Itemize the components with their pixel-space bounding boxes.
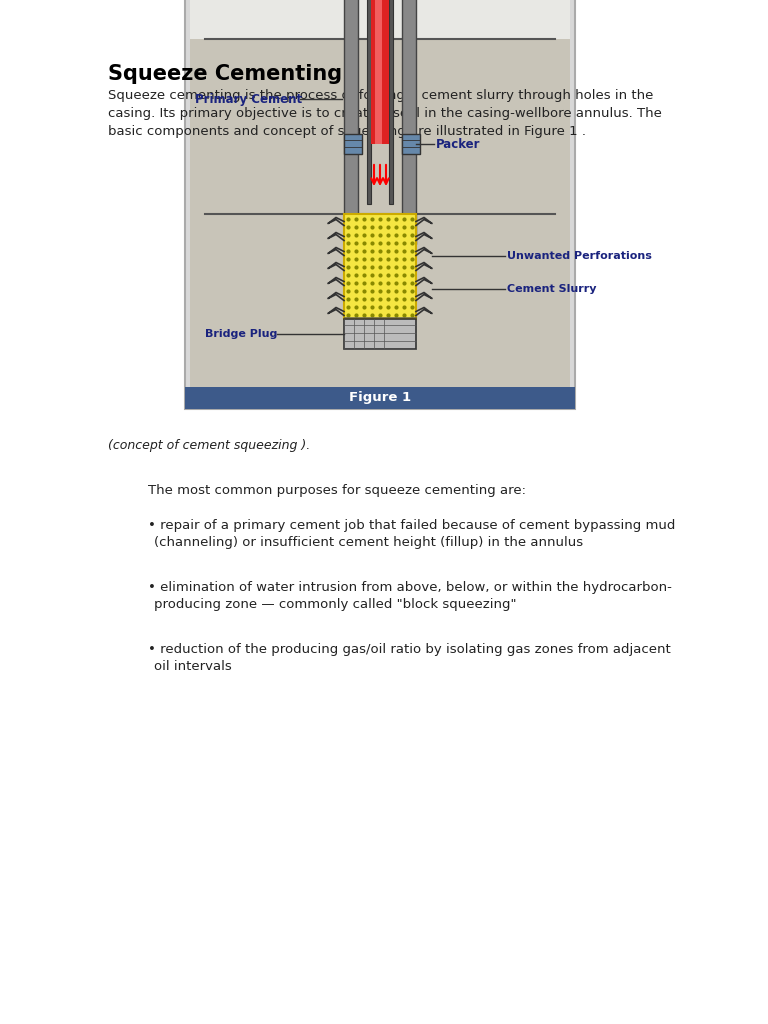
Text: producing zone — commonly called "block squeezing": producing zone — commonly called "block …	[154, 598, 517, 611]
Text: casing. Its primary objective is to create a seal in the casing-wellbore annulus: casing. Its primary objective is to crea…	[108, 106, 662, 120]
Bar	[344, 319, 416, 349]
Bar	[375, 0, 382, 144]
Text: Squeeze Cementing: Squeeze Cementing	[108, 63, 342, 84]
Bar	[371, 0, 389, 144]
Bar	[344, 0, 358, 244]
Text: • reduction of the producing gas/oil ratio by isolating gas zones from adjacent: • reduction of the producing gas/oil rat…	[148, 643, 670, 656]
Text: (concept of cement squeezing ).: (concept of cement squeezing ).	[108, 439, 310, 452]
Text: Primary Cement: Primary Cement	[195, 92, 302, 105]
Bar	[190, 0, 570, 387]
Text: oil intervals: oil intervals	[154, 660, 232, 673]
Bar	[344, 134, 362, 154]
Text: Unwanted Perforations: Unwanted Perforations	[507, 251, 652, 261]
Bar	[344, 214, 416, 319]
Bar	[185, 387, 575, 409]
Text: basic components and concept of squeezing are illustrated in Figure 1 .: basic components and concept of squeezin…	[108, 125, 586, 138]
Text: (channeling) or insufficient cement height (fillup) in the annulus: (channeling) or insufficient cement heig…	[154, 536, 583, 549]
Bar	[367, 0, 371, 204]
Text: • elimination of water intrusion from above, below, or within the hydrocarbon-: • elimination of water intrusion from ab…	[148, 581, 672, 594]
Bar	[402, 134, 420, 154]
Text: Figure 1: Figure 1	[349, 391, 411, 404]
Text: Bridge Plug: Bridge Plug	[205, 329, 277, 339]
Text: Cement Slurry: Cement Slurry	[507, 284, 597, 294]
Text: Packer: Packer	[436, 137, 481, 151]
Bar	[402, 0, 416, 244]
Text: The most common purposes for squeeze cementing are:: The most common purposes for squeeze cem…	[148, 484, 526, 497]
Bar	[190, 0, 570, 39]
Bar	[389, 0, 393, 204]
Bar	[185, 0, 575, 409]
Text: • repair of a primary cement job that failed because of cement bypassing mud: • repair of a primary cement job that fa…	[148, 519, 675, 532]
Text: Squeeze cementing is the process of forcing a cement slurry through holes in the: Squeeze cementing is the process of forc…	[108, 89, 654, 102]
